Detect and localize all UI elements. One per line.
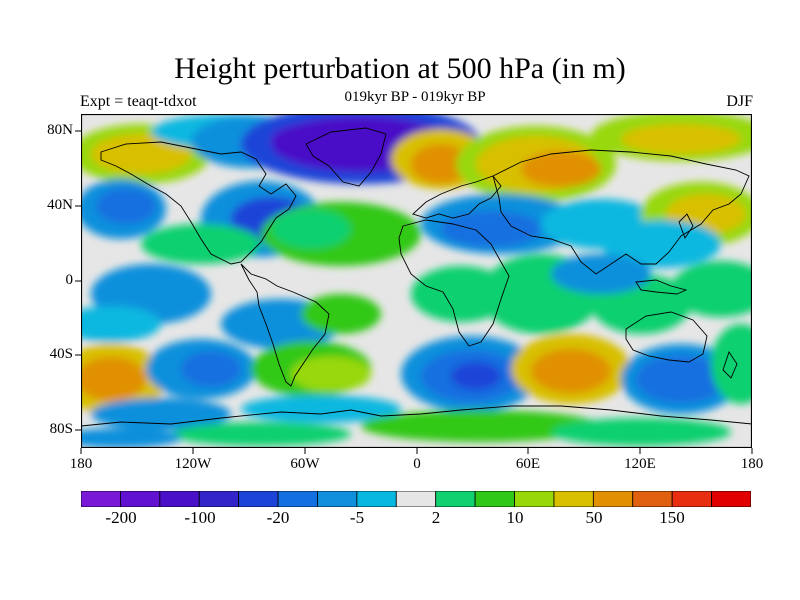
plot-subtitle: 019kyr BP - 019kyr BP <box>344 89 486 105</box>
lat-label-80s: 80S <box>49 421 73 437</box>
contour-blob <box>271 121 391 157</box>
colorbar-box <box>198 491 240 507</box>
colorbar-box <box>120 491 161 507</box>
contour-blob <box>441 211 541 247</box>
experiment-label: Expt = teaqt-tdxot <box>80 93 197 110</box>
colorbar <box>81 491 751 507</box>
contour-blob <box>361 410 601 442</box>
contour-blob <box>636 355 726 403</box>
colorbar-label-3: -20 <box>266 508 290 527</box>
contour-blob <box>551 418 731 446</box>
coastline-greenland <box>305 127 387 187</box>
lat-label-eq: 0 <box>65 272 74 288</box>
contour-blob <box>601 220 721 268</box>
colorbar-box <box>317 491 358 507</box>
colorbar-box <box>474 491 515 507</box>
contour-field <box>81 114 752 448</box>
contour-blob <box>91 134 191 174</box>
lon-label-120e: 120E <box>624 456 656 472</box>
coastline-new-zealand <box>722 350 738 379</box>
contour-blob <box>181 351 241 387</box>
lon-label-60w: 60W <box>290 456 320 472</box>
colorbar-label-8: 150 <box>659 508 685 527</box>
contour-blob <box>411 266 511 322</box>
map-panel <box>81 114 752 448</box>
contour-blob <box>141 224 261 264</box>
colorbar-box <box>711 491 751 507</box>
coastline-indonesia <box>635 279 688 295</box>
lat-label-40n: 40N <box>47 197 73 213</box>
colorbar-label-4: -5 <box>349 508 365 527</box>
contour-blob <box>411 144 471 184</box>
contour-blob <box>81 357 146 401</box>
colorbar-box <box>592 491 634 507</box>
contour-blob <box>171 422 351 446</box>
lon-label-180e: 180 <box>740 456 764 472</box>
coastline-japan <box>678 213 694 239</box>
colorbar-box <box>356 491 397 507</box>
coastline-africa <box>398 219 510 347</box>
contour-blob <box>711 324 752 404</box>
coastline-north-america <box>100 141 297 265</box>
colorbar-label-6: 10 <box>506 508 524 527</box>
colorbar-box <box>81 491 121 507</box>
contour-blob <box>271 209 351 249</box>
map-border <box>81 114 752 448</box>
colorbar-label-2: -100 <box>184 508 216 527</box>
contour-blob <box>451 362 501 390</box>
colorbar-label-7: 50 <box>585 508 603 527</box>
coastline-australia <box>625 311 708 363</box>
contour-blob <box>241 395 401 423</box>
colorbar-box <box>277 491 318 507</box>
colorbar-box <box>435 491 476 507</box>
season-label: DJF <box>726 93 753 110</box>
contour-blob <box>521 151 601 187</box>
contour-blob <box>551 254 651 294</box>
lat-label-40s: 40S <box>49 346 73 362</box>
coastline-europe <box>412 175 502 219</box>
plot-title: Height perturbation at 500 hPa (in m) <box>174 52 626 85</box>
colorbar-label-5: 2 <box>431 508 441 527</box>
colorbar-box <box>514 491 555 507</box>
contour-blob <box>291 356 371 392</box>
colorbar-box <box>395 491 437 507</box>
lon-label-120w: 120W <box>174 456 212 472</box>
contour-blob <box>671 261 752 317</box>
colorbar-box <box>238 491 279 507</box>
coastlines <box>81 127 752 427</box>
contour-blob <box>96 188 156 224</box>
colorbar-box <box>632 491 673 507</box>
colorbar-box <box>159 491 200 507</box>
lon-label-60e: 60E <box>515 456 541 472</box>
contour-blob <box>81 306 161 342</box>
lon-label-180w: 180 <box>69 456 93 472</box>
coastline-asia <box>492 149 750 275</box>
contour-blob <box>81 428 181 448</box>
coastline-south-america <box>240 263 330 387</box>
contour-blob <box>621 124 741 154</box>
contour-blob <box>531 349 611 393</box>
lat-label-80n: 80N <box>47 122 73 138</box>
coastline-antarctica <box>81 405 752 427</box>
contour-blob <box>301 294 381 334</box>
lon-label-0: 0 <box>413 456 421 472</box>
colorbar-box <box>553 491 594 507</box>
colorbar-label-1: -200 <box>105 508 137 527</box>
colorbar-box <box>671 491 712 507</box>
